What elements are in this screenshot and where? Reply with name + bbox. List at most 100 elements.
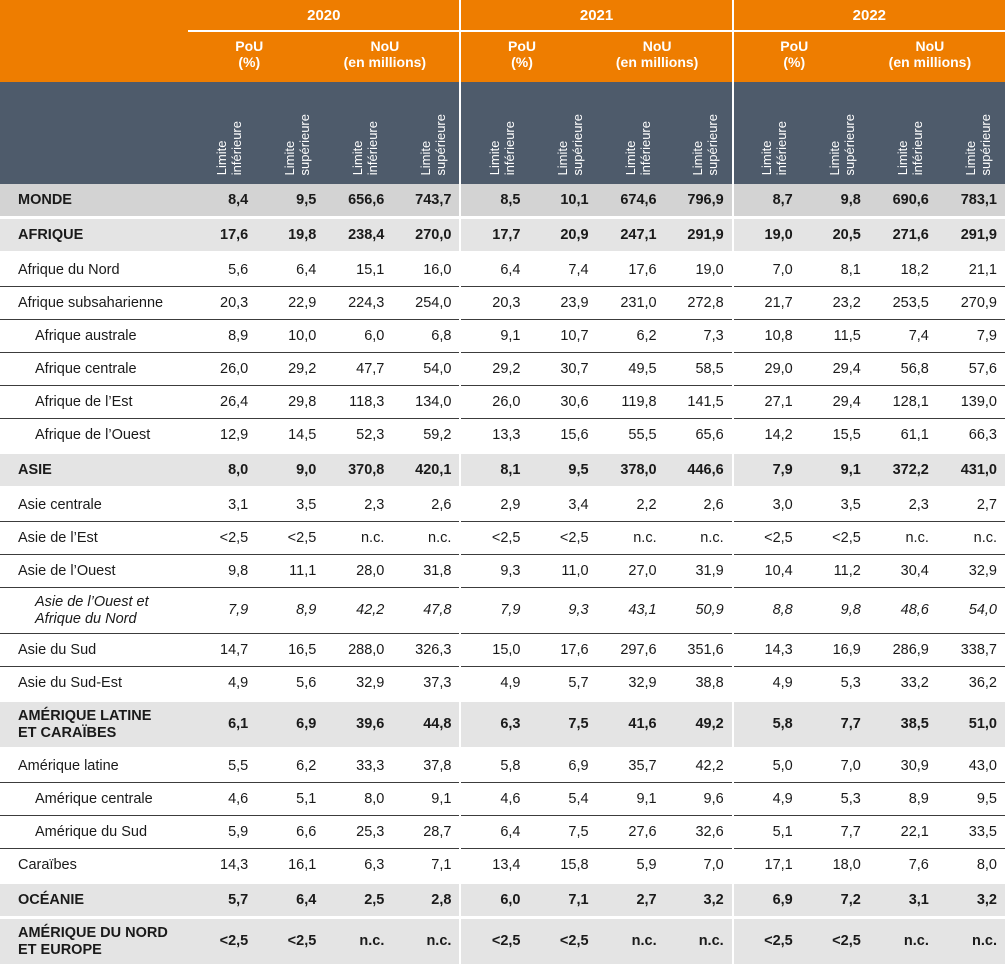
value-cell: 6,4	[256, 884, 325, 916]
value-cell: n.c.	[324, 521, 393, 555]
value-cell: 9,3	[459, 554, 529, 588]
value-cell: 253,5	[868, 286, 937, 320]
value-cell: 372,2	[868, 454, 937, 486]
value-cell: 7,4	[868, 319, 937, 353]
value-cell: 16,9	[800, 633, 869, 667]
value-cell: 10,8	[731, 319, 801, 353]
spacer-cell	[0, 916, 1005, 919]
group-header-nou: NoU (en millions)	[596, 31, 733, 82]
value-cell: 7,9	[936, 319, 1005, 353]
value-cell: 5,6	[256, 666, 325, 699]
value-cell: 5,3	[800, 782, 869, 816]
row-spacer	[0, 251, 1005, 254]
value-cell: 4,9	[731, 666, 801, 699]
value-cell: 4,6	[188, 782, 257, 816]
value-cell: 291,9	[936, 219, 1005, 251]
row-label: Asie centrale	[0, 489, 189, 522]
row-label: Asie de l’Ouest	[0, 554, 189, 588]
value-cell: 9,8	[188, 554, 257, 588]
value-cell: 9,6	[664, 782, 733, 816]
spacer-cell	[0, 216, 1005, 219]
value-cell: n.c.	[596, 919, 665, 964]
group-header-pou: PoU (%)	[459, 31, 597, 82]
value-cell: 19,0	[731, 219, 801, 251]
value-cell: 31,8	[392, 554, 461, 588]
value-cell: 65,6	[664, 418, 733, 451]
spacer-cell	[0, 881, 1005, 884]
row-label: Afrique centrale	[0, 352, 189, 386]
value-cell: 8,1	[459, 454, 529, 486]
value-cell: 31,9	[664, 554, 733, 588]
value-cell: 9,8	[800, 184, 869, 216]
value-cell: 9,1	[800, 454, 869, 486]
value-cell: 6,8	[392, 319, 461, 353]
value-cell: 43,1	[596, 587, 665, 634]
value-cell: 370,8	[324, 454, 393, 486]
value-cell: 6,0	[459, 884, 529, 916]
table-row: Asie du Sud 14,7 16,5 288,0 326,3 15,0 17,6 297…	[0, 633, 1005, 667]
row-spacer	[0, 699, 1005, 702]
limit-header-lower: Limite inférieure	[324, 82, 393, 184]
value-cell: 6,1	[188, 702, 257, 747]
value-cell: 3,2	[664, 884, 733, 916]
value-cell: 6,2	[256, 750, 325, 783]
value-cell: 134,0	[392, 385, 461, 419]
value-cell: 119,8	[596, 385, 665, 419]
row-spacer	[0, 916, 1005, 919]
value-cell: 39,6	[324, 702, 393, 747]
year-header-row: 2020 2021 2022	[0, 0, 1005, 32]
row-label: Asie du Sud-Est	[0, 666, 189, 699]
value-cell: 37,8	[392, 750, 461, 783]
value-cell: 2,5	[324, 884, 393, 916]
table-row: Afrique de l’Ouest 12,9 14,5 52,3 59,2 13,3 15…	[0, 418, 1005, 451]
value-cell: n.c.	[664, 919, 733, 964]
value-cell: 30,4	[868, 554, 937, 588]
value-cell: 20,3	[188, 286, 257, 320]
year-header-2022: 2022	[731, 0, 1005, 32]
value-cell: 9,0	[256, 454, 325, 486]
value-cell: 270,0	[392, 219, 461, 251]
limit-header-upper: Limite supérieure	[800, 82, 869, 184]
value-cell: 37,3	[392, 666, 461, 699]
value-cell: 44,8	[392, 702, 461, 747]
value-cell: 3,4	[528, 489, 597, 522]
row-label: MONDE	[0, 184, 189, 216]
value-cell: 4,9	[188, 666, 257, 699]
value-cell: 15,8	[528, 848, 597, 881]
value-cell: 224,3	[324, 286, 393, 320]
value-cell: 14,3	[188, 848, 257, 881]
value-cell: n.c.	[868, 919, 937, 964]
value-cell: 128,1	[868, 385, 937, 419]
value-cell: 3,0	[731, 489, 801, 522]
value-cell: 28,0	[324, 554, 393, 588]
value-cell: 8,9	[188, 319, 257, 353]
value-cell: 7,7	[800, 815, 869, 849]
row-spacer	[0, 747, 1005, 750]
value-cell: 17,1	[731, 848, 801, 881]
table-row: ASIE 8,0 9,0 370,8 420,1 8,1 9,5 378,0 446,6 7,9 9…	[0, 454, 1005, 486]
value-cell: 20,5	[800, 219, 869, 251]
limit-header-upper: Limite supérieure	[392, 82, 461, 184]
value-cell: 431,0	[936, 454, 1005, 486]
value-cell: 5,7	[528, 666, 597, 699]
value-cell: 446,6	[664, 454, 733, 486]
value-cell: <2,5	[800, 521, 869, 555]
value-cell: n.c.	[868, 521, 937, 555]
row-spacer	[0, 486, 1005, 489]
table-row: Asie du Sud-Est 4,9 5,6 32,9 37,3 4,9 5,7 32,9 3…	[0, 666, 1005, 699]
value-cell: n.c.	[324, 919, 393, 964]
value-cell: 7,0	[664, 848, 733, 881]
value-cell: 139,0	[936, 385, 1005, 419]
value-cell: 21,1	[936, 254, 1005, 287]
value-cell: <2,5	[528, 521, 597, 555]
value-cell: 33,3	[324, 750, 393, 783]
value-cell: 32,9	[596, 666, 665, 699]
value-cell: 796,9	[664, 184, 733, 216]
value-cell: 17,7	[459, 219, 529, 251]
value-cell: 32,6	[664, 815, 733, 849]
table-row: Asie de l’Ouest et Afrique du Nord 7,9 8,9 4…	[0, 587, 1005, 634]
value-cell: 3,5	[256, 489, 325, 522]
value-cell: 2,6	[664, 489, 733, 522]
value-cell: 20,3	[459, 286, 529, 320]
value-cell: 7,9	[188, 587, 257, 634]
